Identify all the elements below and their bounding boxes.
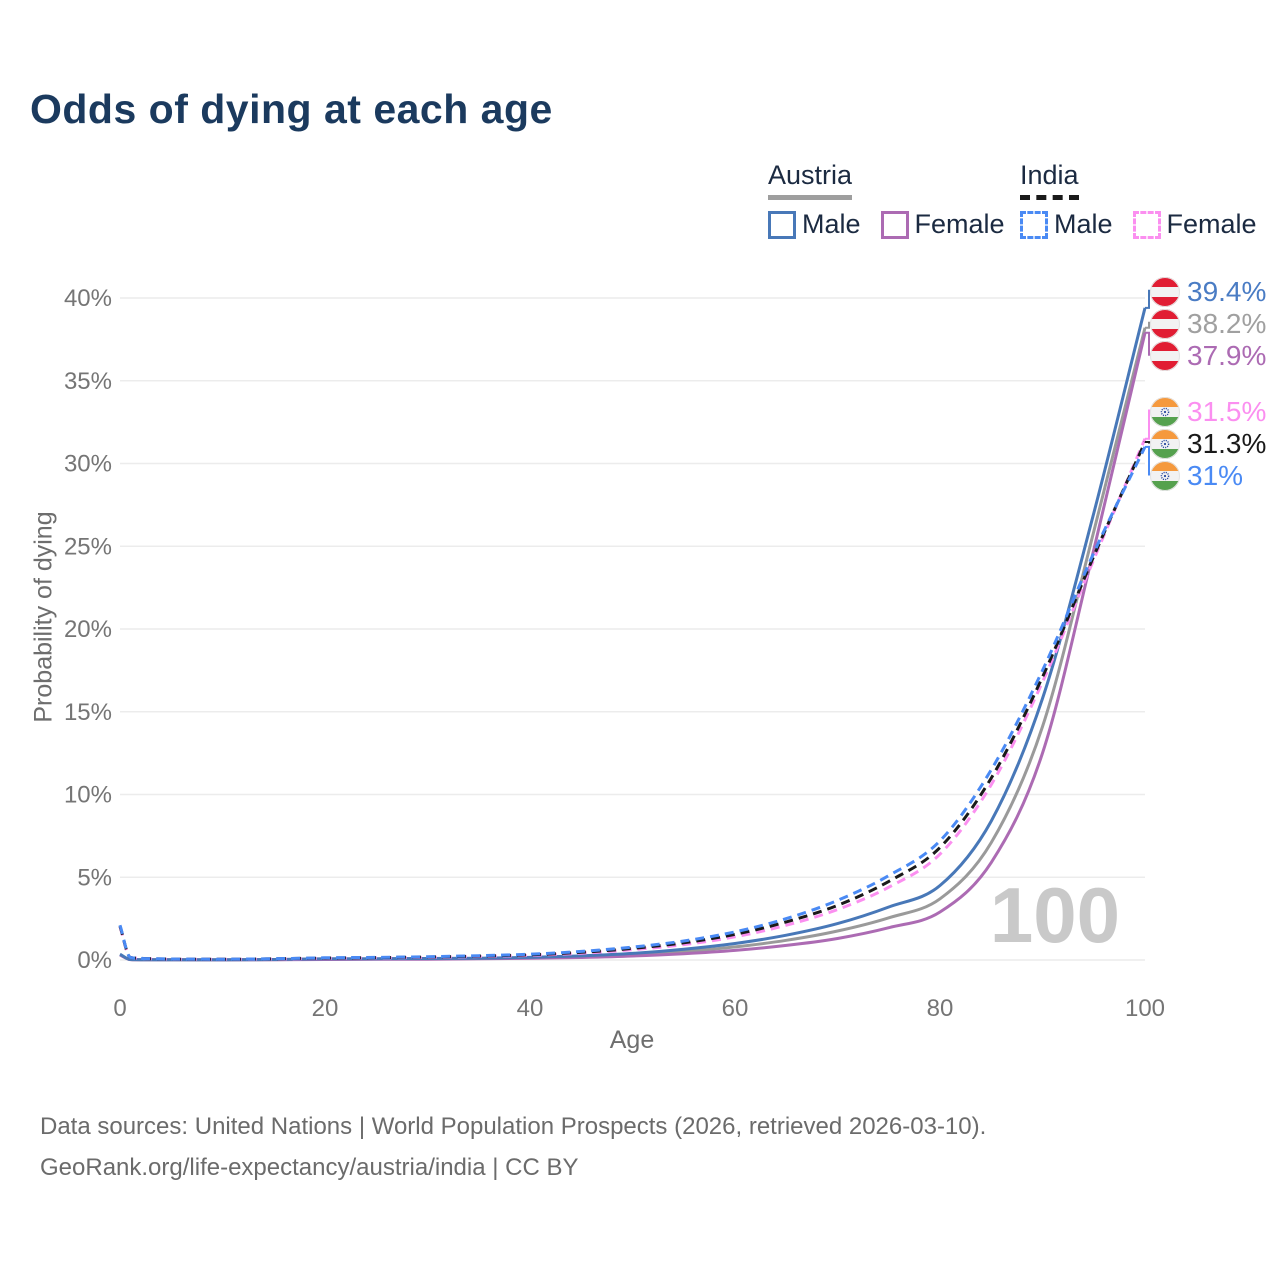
austria-male-swatch-icon (768, 210, 796, 239)
legend-group-austria-title: Austria (768, 160, 853, 200)
x-tick-label-60: 60 (722, 995, 749, 1022)
y-tick-label-10: 10% (64, 782, 112, 809)
footer-line-1: Data sources: United Nations | World Pop… (40, 1113, 987, 1140)
legend-item-austria-female[interactable]: Female (880, 209, 1005, 240)
legend-item-label: Female (914, 209, 1005, 239)
series-line-austria-female[interactable] (119, 332, 1147, 962)
y-tick-label-20: 20% (64, 616, 112, 643)
age-counter-watermark: 100 (989, 871, 1120, 959)
end-label-value: 31.5% (1187, 395, 1267, 427)
y-tick-label-35: 35% (64, 368, 112, 395)
legend-items-india: Male Female (1020, 209, 1257, 240)
austria-flag-icon (1150, 308, 1180, 339)
legend-group-india: India Male Female (1020, 160, 1257, 240)
austria-flag-icon (1150, 340, 1180, 371)
india-flag-icon (1150, 460, 1180, 491)
end-label-india-female: 31.5% (1150, 396, 1266, 428)
end-label-value: 31.3% (1187, 427, 1267, 459)
india-male-swatch-icon (1020, 210, 1048, 239)
end-label-india-male: 31% (1150, 460, 1243, 492)
end-label-value: 31% (1187, 459, 1244, 491)
y-tick-label-30: 30% (64, 451, 112, 478)
end-label-value: 38.2% (1187, 307, 1267, 339)
y-tick-label-0: 0% (77, 947, 112, 974)
india-female-swatch-icon (1132, 210, 1161, 239)
series-line-india-female[interactable] (118, 438, 1147, 961)
legend-item-austria-male[interactable]: Male (768, 209, 861, 240)
series-line-india-male[interactable] (118, 446, 1147, 961)
end-label-value: 37.9% (1187, 339, 1267, 371)
footer-line-2: GeoRank.org/life-expectancy/austria/indi… (40, 1154, 579, 1181)
legend-group-india-title: India (1020, 160, 1079, 200)
y-tick-label-5: 5% (77, 864, 112, 891)
x-tick-label-80: 80 (927, 995, 954, 1022)
y-tick-label-15: 15% (64, 699, 112, 726)
end-label-austria-female: 37.9% (1150, 340, 1266, 372)
end-label-value: 39.4% (1187, 275, 1267, 307)
legend-item-label: Female (1166, 209, 1257, 239)
x-tick-label-40: 40 (517, 995, 544, 1022)
y-tick-label-40: 40% (64, 285, 112, 312)
legend-item-india-male[interactable]: Male (1020, 209, 1113, 240)
austria-female-swatch-icon (880, 210, 909, 239)
legend-item-label: Male (802, 209, 861, 239)
end-label-austria-both: 38.2% (1150, 308, 1266, 340)
y-axis-title: Probability of dying (29, 511, 58, 723)
end-label-india-both: 31.3% (1150, 428, 1266, 460)
footer: Data sources: United Nations | World Pop… (40, 1106, 986, 1188)
legend: Austria Male Female India Male (0, 160, 1280, 250)
legend-items-austria: Male Female (768, 209, 1005, 240)
x-axis-title: Age (609, 1026, 655, 1054)
austria-flag-icon (1150, 276, 1180, 307)
legend-group-austria: Austria Male Female (768, 160, 1005, 240)
x-tick-label-20: 20 (312, 995, 339, 1022)
x-tick-label-0: 0 (113, 995, 126, 1022)
india-flag-icon (1150, 428, 1180, 459)
page-title: Odds of dying at each age (30, 86, 553, 132)
x-tick-label-100: 100 (1125, 995, 1165, 1022)
y-tick-label-25: 25% (64, 533, 112, 560)
legend-item-india-female[interactable]: Female (1132, 209, 1257, 240)
india-flag-icon (1150, 396, 1180, 427)
legend-item-label: Male (1054, 209, 1113, 239)
series-line-india-both[interactable] (118, 441, 1147, 961)
end-label-austria-male: 39.4% (1150, 276, 1266, 308)
